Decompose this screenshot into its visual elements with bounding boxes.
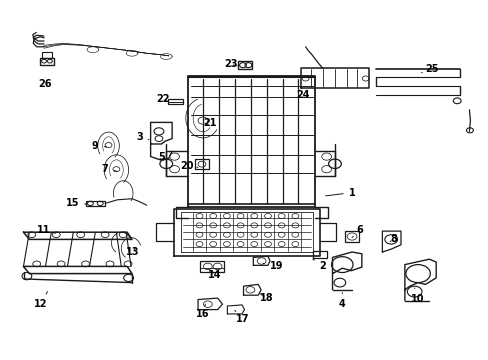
Bar (344, 231, 359, 242)
Text: 10: 10 (410, 288, 424, 304)
Bar (168, 99, 183, 104)
Text: 17: 17 (234, 310, 249, 324)
Text: 13: 13 (126, 247, 140, 257)
Text: 3: 3 (136, 132, 149, 142)
Text: 21: 21 (203, 118, 217, 128)
Text: 16: 16 (196, 304, 209, 319)
Text: 15: 15 (65, 198, 87, 208)
Text: 5: 5 (158, 152, 164, 162)
Bar (41, 52, 52, 58)
Bar (40, 58, 54, 65)
Bar (200, 261, 224, 272)
Text: 8: 8 (389, 234, 396, 244)
Text: 18: 18 (259, 293, 273, 303)
Bar (85, 201, 105, 206)
Text: 2: 2 (312, 259, 325, 271)
Text: 23: 23 (224, 59, 237, 69)
Text: 1: 1 (325, 188, 355, 198)
Text: 4: 4 (338, 293, 345, 309)
Text: 25: 25 (421, 64, 438, 74)
Text: 9: 9 (92, 141, 106, 151)
Bar (238, 61, 251, 69)
Text: 6: 6 (351, 225, 362, 238)
Text: 11: 11 (37, 225, 55, 235)
Text: 24: 24 (296, 90, 309, 100)
Text: 12: 12 (34, 292, 47, 309)
Text: 26: 26 (39, 78, 52, 89)
Text: 19: 19 (263, 261, 283, 271)
Text: 7: 7 (102, 164, 116, 174)
Text: 14: 14 (208, 270, 222, 280)
Text: 22: 22 (156, 94, 169, 104)
Text: 20: 20 (180, 161, 198, 171)
